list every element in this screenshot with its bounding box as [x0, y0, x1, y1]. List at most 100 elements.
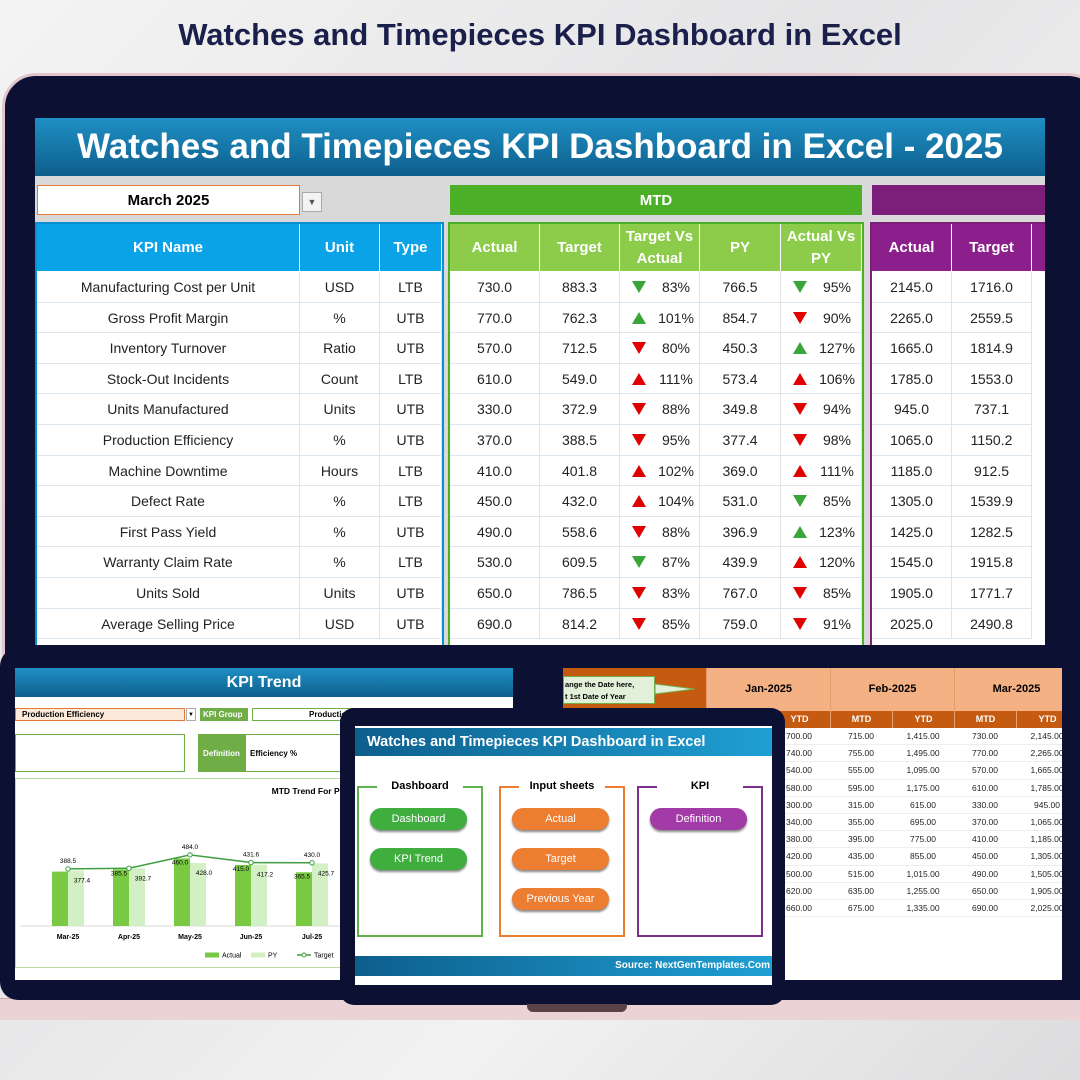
nav-button[interactable]: Dashboard: [370, 808, 467, 830]
definition-label: Definition: [198, 734, 245, 772]
legend-swatch: [301, 952, 307, 958]
table-cell: 401.8: [540, 455, 620, 487]
table-cell: 85%: [781, 578, 862, 609]
table-cell: %: [300, 547, 380, 578]
table-cell: 396.9: [700, 516, 781, 548]
arrow-shape: [632, 434, 646, 446]
table-cell: 945.00: [1016, 797, 1062, 814]
callout-line: ange the Date here,: [565, 680, 635, 689]
nav-button[interactable]: Actual: [512, 808, 609, 830]
arrow-shape: [793, 556, 807, 569]
table-cell: 102%: [620, 455, 700, 487]
cell-value: 127%: [819, 340, 855, 357]
table-cell: 490.0: [450, 516, 540, 548]
table-cell: 370.0: [450, 425, 540, 456]
page-title: Watches and Timepieces KPI Dashboard in …: [178, 17, 902, 52]
callout-line: t 1st Date of Year: [565, 692, 626, 701]
data-label: 365.5: [294, 873, 311, 880]
cell-value: 88%: [661, 401, 691, 418]
table-cell: USD: [300, 272, 380, 303]
cell-value: 98%: [822, 432, 852, 448]
nav-button[interactable]: Target: [512, 848, 609, 870]
nav-button[interactable]: KPI Trend: [370, 848, 467, 870]
table-cell: Count: [300, 363, 380, 395]
target-point: [126, 865, 132, 871]
cell-value: 83%: [661, 585, 691, 601]
table-cell: 2265.0: [872, 302, 952, 334]
data-label: 484.0: [182, 844, 199, 851]
table-cell: 715.00: [830, 728, 892, 746]
status-arrow: [793, 342, 807, 355]
table-cell: LTB: [380, 455, 442, 487]
arrow-shape: [632, 342, 646, 355]
column-header: [1032, 224, 1045, 271]
table-cell: USD: [300, 608, 380, 640]
cell-value: 106%: [819, 370, 855, 387]
arrow-shape: [793, 342, 807, 355]
status-arrow: [632, 403, 646, 416]
table-cell: 1,305.00: [1016, 848, 1062, 866]
status-arrow: [632, 434, 646, 446]
kpi-selector[interactable]: Production Efficiency: [15, 708, 185, 721]
table-cell: 1,665.00: [1016, 762, 1062, 780]
table-cell: 95%: [620, 425, 700, 456]
table-cell: 111%: [781, 455, 862, 487]
table-cell: 1539.9: [952, 486, 1032, 517]
table-cell: 2145.0: [872, 272, 952, 303]
table-cell: 650.0: [450, 578, 540, 609]
month-selector[interactable]: March 2025: [37, 185, 300, 215]
table-cell: 1305.0: [872, 486, 952, 517]
table-cell: 1665.0: [872, 333, 952, 364]
table-cell: 127%: [781, 333, 862, 364]
table-cell: 1,255.00: [892, 883, 954, 900]
table-cell: 762.3: [540, 302, 620, 334]
column-header: Actual: [872, 224, 952, 271]
table-cell: 1,415.00: [892, 728, 954, 746]
table-cell: 88%: [620, 394, 700, 425]
table-cell: 1,495.00: [892, 745, 954, 763]
arrow-shape: [632, 556, 646, 569]
table-cell: 410.00: [954, 831, 1016, 849]
table-cell: 814.2: [540, 608, 620, 640]
table-cell: LTB: [380, 272, 442, 303]
table-cell: UTB: [380, 425, 442, 456]
dropdown-arrow[interactable]: ▼: [186, 708, 196, 721]
table-cell: 1,015.00: [892, 866, 954, 883]
table-block: [448, 222, 864, 645]
data-label: 388.5: [60, 858, 77, 865]
table-cell: Manufacturing Cost per Unit: [37, 272, 300, 303]
nav-button[interactable]: Previous Year: [512, 888, 609, 910]
table-cell: Gross Profit Margin: [37, 302, 300, 334]
navigation-banner: Watches and Timepieces KPI Dashboard in …: [355, 728, 772, 756]
table-cell: 369.0: [700, 455, 781, 487]
status-arrow: [793, 403, 807, 416]
table-cell: 1545.0: [872, 547, 952, 578]
column-header: Actual: [450, 224, 540, 271]
column-header: Type: [380, 224, 442, 271]
table-cell: 609.5: [540, 547, 620, 578]
table-cell: UTB: [380, 302, 442, 334]
table-cell: 388.5: [540, 425, 620, 456]
table-cell: 315.00: [830, 797, 892, 814]
arrow-shape: [793, 525, 807, 538]
cell-value: 101%: [658, 309, 694, 326]
table-cell: 660.00: [768, 900, 830, 918]
dropdown-arrow[interactable]: ▼: [302, 192, 322, 212]
x-tick-label: May-25: [178, 934, 202, 941]
arrow-shape: [793, 587, 807, 599]
table-cell: LTB: [380, 486, 442, 517]
nav-button[interactable]: Definition: [650, 808, 747, 830]
table-cell: 83%: [620, 578, 700, 609]
cell-value: 88%: [661, 523, 691, 540]
table-cell: 85%: [620, 608, 700, 640]
table-cell: UTB: [380, 578, 442, 609]
table-cell: 1785.0: [872, 363, 952, 395]
arrow-shape: [793, 495, 807, 508]
table-cell: 2,145.00: [1016, 728, 1062, 746]
table-cell: 450.00: [954, 848, 1016, 866]
table-cell: 500.00: [768, 866, 830, 883]
table-cell: 615.00: [892, 797, 954, 814]
arrow-shape: [793, 434, 807, 446]
arrow-shape: [793, 372, 807, 385]
table-cell: 610.0: [450, 363, 540, 395]
